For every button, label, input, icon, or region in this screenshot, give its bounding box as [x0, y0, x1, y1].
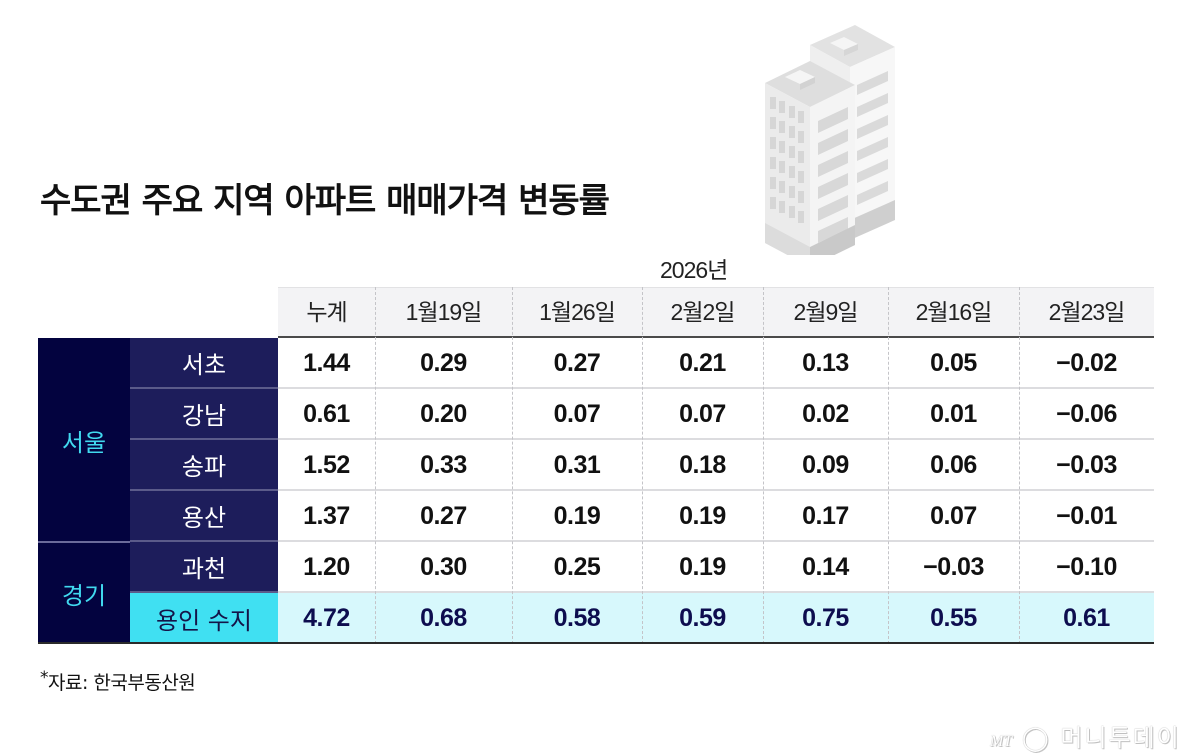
- district-songpa: 송파: [130, 440, 278, 491]
- col-header-jan26: 1월26일: [539, 299, 616, 325]
- watermark-name: 머니투데이: [1060, 724, 1181, 752]
- district-gangnam: 강남: [130, 389, 278, 440]
- col-header-feb23: 2월23일: [1048, 299, 1126, 325]
- value-cell: 0.19: [679, 553, 726, 581]
- moneytoday-logo-icon: ◯: [1021, 724, 1051, 752]
- district-yongsan: 용산: [130, 491, 278, 542]
- value-cell: 1.44: [303, 349, 350, 377]
- district-gwacheon: 과천: [130, 542, 278, 593]
- value-cell: 0.25: [553, 553, 601, 581]
- value-cell: 0.58: [553, 604, 601, 632]
- value-cell: 0.19: [679, 502, 726, 530]
- table-row: 1.20 0.30 0.25 0.19 0.14 −0.03 −0.10: [278, 542, 1154, 593]
- region-gyeonggi: 경기: [38, 542, 130, 644]
- value-cell: 4.72: [303, 604, 350, 632]
- source-note: *자료: 한국부동산원: [40, 668, 196, 695]
- value-cell: 0.17: [802, 502, 849, 530]
- watermark: MT ◯ 머니투데이: [990, 718, 1181, 753]
- col-header-feb9: 2월9일: [793, 299, 859, 325]
- col-header-cumulative: 누계: [306, 299, 347, 325]
- value-cell: 0.59: [679, 604, 726, 632]
- table-row: 1.44 0.29 0.27 0.21 0.13 0.05 −0.02: [278, 338, 1154, 389]
- table-bottom-border: [38, 642, 1154, 644]
- value-cell: 0.01: [930, 400, 977, 428]
- region-seoul: 서울: [38, 338, 130, 542]
- value-cell: 1.52: [303, 451, 350, 479]
- value-cell: −0.03: [923, 553, 984, 581]
- value-cell: 0.31: [553, 451, 601, 479]
- table-header: 누계 1월19일 1월26일 2월2일 2월9일 2월16일 2월23일: [278, 287, 1154, 338]
- value-cell: 0.27: [553, 349, 601, 377]
- value-cell: 0.20: [420, 400, 467, 428]
- column-divider: [375, 287, 376, 644]
- page-title: 수도권 주요 지역 아파트 매매가격 변동률: [40, 181, 610, 221]
- value-cell: 0.02: [802, 400, 849, 428]
- column-divider: [1019, 287, 1020, 644]
- table-row: 1.52 0.33 0.31 0.18 0.09 0.06 −0.03: [278, 440, 1154, 491]
- source-text: 자료: 한국부동산원: [48, 672, 196, 694]
- value-cell: 1.37: [303, 502, 350, 530]
- value-cell: 0.33: [420, 451, 467, 479]
- value-cell: −0.10: [1056, 553, 1117, 581]
- value-cell: 0.07: [679, 400, 726, 428]
- column-divider: [888, 287, 889, 644]
- value-cell: 0.55: [930, 604, 977, 632]
- region-divider: [38, 541, 130, 543]
- value-cell: 0.14: [802, 553, 849, 581]
- value-cell: 0.05: [930, 349, 977, 377]
- value-cell: −0.02: [1056, 349, 1117, 377]
- col-header-feb2: 2월2일: [670, 299, 736, 325]
- table-row: 1.37 0.27 0.19 0.19 0.17 0.07 −0.01: [278, 491, 1154, 542]
- value-cell: 0.21: [679, 349, 726, 377]
- value-cell: 0.09: [802, 451, 849, 479]
- table-row: 0.61 0.20 0.07 0.07 0.02 0.01 −0.06: [278, 389, 1154, 440]
- value-cell: 0.13: [802, 349, 849, 377]
- column-divider: [642, 287, 643, 644]
- value-cell: −0.01: [1056, 502, 1117, 530]
- column-divider: [763, 287, 764, 644]
- value-cell: 0.61: [303, 400, 350, 428]
- apartment-building-icon: [765, 25, 895, 255]
- footnote-asterisk: *: [40, 668, 49, 688]
- mt-logo: MT: [990, 733, 1013, 750]
- value-cell: 0.18: [679, 451, 726, 479]
- value-cell: 0.07: [553, 400, 601, 428]
- value-cell: 0.27: [420, 502, 467, 530]
- value-cell: 0.07: [930, 502, 977, 530]
- value-cell: 0.75: [802, 604, 849, 632]
- district-yongin-suji: 용인 수지: [130, 593, 278, 644]
- value-cell: 0.61: [1063, 604, 1110, 632]
- district-seocho: 서초: [130, 338, 278, 389]
- value-cell: 0.29: [420, 349, 467, 377]
- value-cell: 1.20: [303, 553, 350, 581]
- year-label: 2026년: [660, 257, 728, 283]
- column-divider: [512, 287, 513, 644]
- col-header-jan19: 1월19일: [405, 299, 483, 325]
- value-cell: 0.30: [420, 553, 467, 581]
- value-cell: −0.03: [1056, 451, 1117, 479]
- value-cell: 0.06: [930, 451, 977, 479]
- value-cell: 0.68: [420, 604, 467, 632]
- table-row-highlighted: 4.72 0.68 0.58 0.59 0.75 0.55 0.61: [278, 593, 1154, 644]
- col-header-feb16: 2월16일: [915, 299, 993, 325]
- value-cell: −0.06: [1056, 400, 1117, 428]
- value-cell: 0.19: [553, 502, 601, 530]
